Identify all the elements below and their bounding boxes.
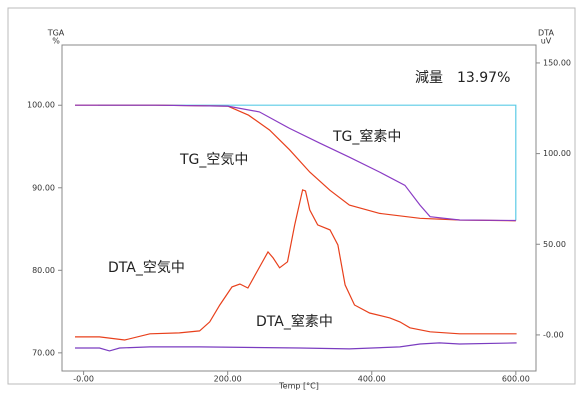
- y2-tick-label: 150.00: [543, 58, 571, 67]
- y-tick-label: 100.00: [27, 101, 55, 110]
- y2-tick-label: -0.00: [543, 330, 564, 339]
- x-axis-title: Temp [°C]: [278, 382, 319, 391]
- x-tick-label: 200.00: [214, 375, 242, 384]
- y2-tick-label: 50.00: [543, 240, 566, 249]
- y-axis-title: TGA: [47, 29, 65, 38]
- series-line: [75, 189, 517, 341]
- y2-axis-unit: uV: [541, 37, 552, 46]
- y2-axis-title: DTA: [538, 29, 554, 38]
- plot-area: [61, 44, 537, 372]
- x-tick-label: -0.00: [73, 375, 94, 384]
- x-tick-label: 600.00: [502, 375, 530, 384]
- y-tick-label: 90.00: [32, 183, 55, 192]
- y-axis-unit: %: [52, 37, 60, 46]
- frame: [7, 7, 576, 385]
- series-line: [75, 104, 516, 222]
- y-tick-label: 70.00: [32, 348, 55, 357]
- series-label: TG_窒素中: [332, 128, 401, 145]
- series-line: [75, 342, 517, 352]
- annotation: 減量 13.97%: [415, 69, 510, 86]
- y-tick-label: 80.00: [32, 266, 55, 275]
- series-line: [75, 104, 516, 222]
- y2-tick-label: 100.00: [543, 149, 571, 158]
- series-label: DTA_窒素中: [256, 313, 333, 330]
- series-label: TG_空気中: [179, 152, 248, 168]
- x-tick-label: 400.00: [358, 375, 386, 384]
- series-line: [98, 104, 517, 221]
- series-label: DTA_空気中: [108, 260, 185, 276]
